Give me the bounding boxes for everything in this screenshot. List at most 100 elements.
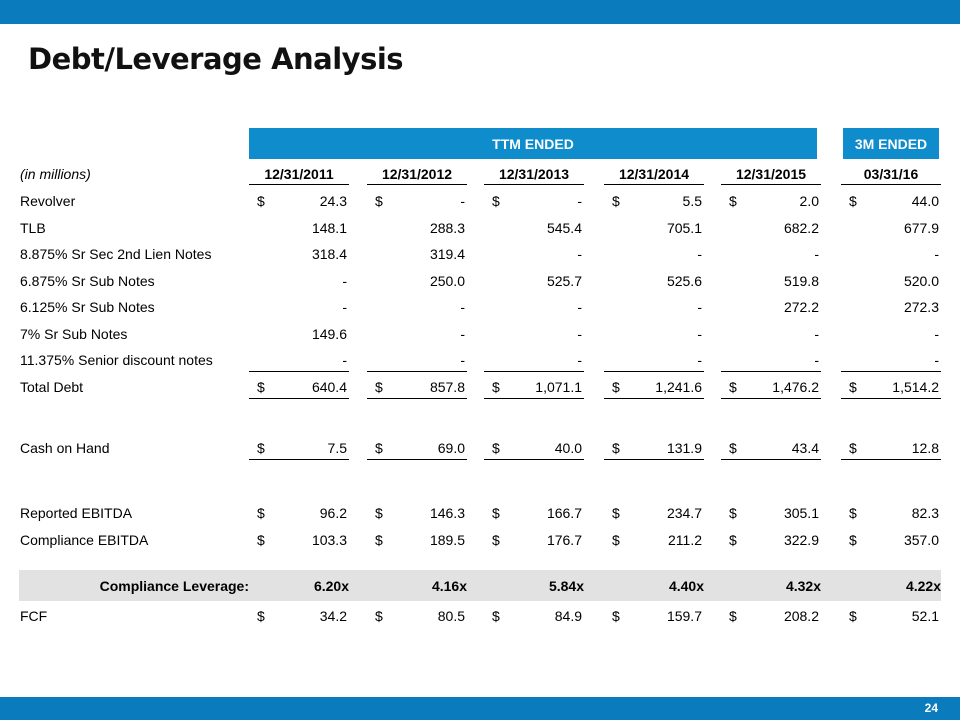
cell-value: 7.5 bbox=[327, 440, 347, 456]
cell-value: 34.2 bbox=[319, 608, 347, 624]
cell-value: - bbox=[814, 246, 819, 262]
column-header: 03/31/16 bbox=[841, 166, 941, 185]
table-cell: $1,476.2 bbox=[721, 376, 821, 399]
cell-value: 288.3 bbox=[429, 220, 465, 236]
cell-value: 319.4 bbox=[429, 246, 465, 262]
cell-value: 525.6 bbox=[666, 273, 702, 289]
table-cell: 272.2 bbox=[721, 296, 821, 318]
cell-value: 208.2 bbox=[783, 608, 819, 624]
table-cell: $ - bbox=[367, 190, 467, 212]
table-row: 6.875% Sr Sub Notes - 250.0 525.7 525.6 519.8… bbox=[0, 270, 960, 292]
table-cell: 149.6 bbox=[249, 323, 349, 345]
table-cell: $ - bbox=[484, 190, 584, 212]
compliance-leverage-label: Compliance Leverage: bbox=[99, 578, 249, 594]
table-cell: 519.8 bbox=[721, 270, 821, 292]
row-label: TLB bbox=[20, 220, 46, 236]
table-cell: $12.8 bbox=[841, 437, 941, 460]
table-cell: $1,514.2 bbox=[841, 376, 941, 399]
currency-symbol: $ bbox=[729, 532, 737, 548]
table-cell: $305.1 bbox=[721, 502, 821, 524]
leverage-value: 4.32x bbox=[785, 578, 821, 594]
leverage-value: 5.84x bbox=[548, 578, 584, 594]
table-cell: - bbox=[484, 243, 584, 265]
table-cell: - bbox=[721, 349, 821, 372]
cell-value: 211.2 bbox=[668, 532, 702, 548]
currency-symbol: $ bbox=[492, 193, 500, 209]
table-cell: - bbox=[249, 296, 349, 318]
table-cell: $1,071.1 bbox=[484, 376, 584, 399]
table-row: Cash on Hand $7.5 $69.0 $40.0 $131.9 $43.4 $12… bbox=[0, 437, 960, 460]
cell-value: - bbox=[934, 352, 939, 368]
column-header: 12/31/2014 bbox=[604, 166, 704, 185]
table-cell: $96.2 bbox=[249, 502, 349, 524]
cell-value: 149.6 bbox=[311, 326, 347, 342]
leverage-value: 4.40x bbox=[668, 578, 704, 594]
table-cell: - bbox=[484, 349, 584, 372]
currency-symbol: $ bbox=[492, 379, 500, 395]
cell-value: 525.7 bbox=[546, 273, 582, 289]
table-cell: - bbox=[604, 296, 704, 318]
table-cell: - bbox=[484, 296, 584, 318]
table-cell: 288.3 bbox=[367, 217, 467, 239]
currency-symbol: $ bbox=[849, 440, 857, 456]
page-number: 24 bbox=[924, 701, 938, 715]
cell-value: - bbox=[342, 273, 347, 289]
cell-value: 166.7 bbox=[546, 505, 582, 521]
table-row: TLB 148.1 288.3 545.4 705.1 682.2 677.9 bbox=[0, 217, 960, 239]
column-header: 12/31/2011 bbox=[249, 166, 349, 185]
table-cell: 148.1 bbox=[249, 217, 349, 239]
table-cell: - bbox=[721, 243, 821, 265]
currency-symbol: $ bbox=[375, 379, 383, 395]
cell-value: 1,071.1 bbox=[535, 379, 582, 395]
currency-symbol: $ bbox=[849, 505, 857, 521]
column-header: 12/31/2012 bbox=[367, 166, 467, 185]
table-cell: $166.7 bbox=[484, 502, 584, 524]
column-header: 12/31/2015 bbox=[721, 166, 821, 185]
table-cell: $211.2 bbox=[604, 529, 704, 551]
table-cell: - bbox=[604, 243, 704, 265]
cell-value: - bbox=[577, 326, 582, 342]
table-cell: $146.3 bbox=[367, 502, 467, 524]
row-label: Compliance EBITDA bbox=[20, 532, 149, 548]
cell-value: 44.0 bbox=[911, 193, 939, 209]
cell-value: 43.4 bbox=[791, 440, 819, 456]
cell-value: 84.9 bbox=[554, 608, 582, 624]
currency-symbol: $ bbox=[849, 608, 857, 624]
currency-symbol: $ bbox=[612, 193, 620, 209]
table-row: Reported EBITDA $96.2 $146.3 $166.7 $234.7 $3… bbox=[0, 502, 960, 524]
cell-value: - bbox=[814, 326, 819, 342]
currency-symbol: $ bbox=[612, 379, 620, 395]
table-cell: 705.1 bbox=[604, 217, 704, 239]
cell-value: 5.5 bbox=[682, 193, 702, 209]
row-label: 6.125% Sr Sub Notes bbox=[20, 299, 155, 315]
cell-value: 12.8 bbox=[911, 440, 939, 456]
table-cell: $84.9 bbox=[484, 605, 584, 627]
cell-value: - bbox=[342, 299, 347, 315]
leverage-value: 6.20x bbox=[313, 578, 349, 594]
top-accent-bar bbox=[0, 0, 960, 24]
currency-symbol: $ bbox=[492, 505, 500, 521]
currency-symbol: $ bbox=[729, 379, 737, 395]
table-cell: - bbox=[604, 323, 704, 345]
table-cell: - bbox=[841, 323, 941, 345]
table-cell: - bbox=[367, 349, 467, 372]
currency-symbol: $ bbox=[257, 193, 265, 209]
currency-symbol: $ bbox=[257, 505, 265, 521]
currency-symbol: $ bbox=[375, 193, 383, 209]
cell-value: 640.4 bbox=[311, 379, 347, 395]
currency-symbol: $ bbox=[257, 440, 265, 456]
cell-value: - bbox=[577, 352, 582, 368]
currency-symbol: $ bbox=[729, 505, 737, 521]
cell-value: 682.2 bbox=[783, 220, 819, 236]
table-cell: $189.5 bbox=[367, 529, 467, 551]
table-cell: $40.0 bbox=[484, 437, 584, 460]
table-cell: $2.0 bbox=[721, 190, 821, 212]
currency-symbol: $ bbox=[492, 532, 500, 548]
cell-value: 52.1 bbox=[911, 608, 939, 624]
currency-symbol: $ bbox=[375, 440, 383, 456]
cell-value: - bbox=[460, 299, 465, 315]
bottom-accent-bar: 24 bbox=[0, 697, 960, 720]
currency-symbol: $ bbox=[257, 532, 265, 548]
cell-value: - bbox=[697, 246, 702, 262]
cell-value: - bbox=[460, 193, 465, 209]
